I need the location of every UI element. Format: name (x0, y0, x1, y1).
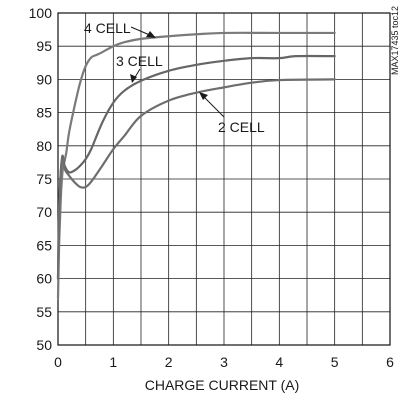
x-tick-label: 4 (275, 354, 283, 370)
annotation-2-cell: 2 CELL (199, 92, 265, 135)
y-tick-label: 75 (36, 171, 52, 187)
annotation-3-cell: 3 CELL (116, 53, 163, 83)
y-tick-label: 65 (36, 237, 52, 253)
y-tick-label: 85 (36, 105, 52, 121)
y-tick-label: 60 (36, 271, 52, 287)
x-tick-label: 1 (109, 354, 117, 370)
label-2-cell: 2 CELL (218, 119, 265, 135)
tick-labels: 0 1 2 3 4 5 6 50 55 60 65 70 75 80 85 90 95 100 (29, 5, 394, 370)
x-tick-label: 3 (220, 354, 228, 370)
x-tick-label: 2 (165, 354, 173, 370)
label-3-cell: 3 CELL (116, 53, 163, 69)
arrow-2-cell (202, 95, 225, 118)
y-tick-label: 95 (36, 38, 52, 54)
arrowhead-2-cell (199, 92, 208, 100)
y-tick-label: 50 (36, 337, 52, 353)
series-line-3-cell (56, 54, 336, 280)
series-lines (56, 31, 336, 300)
series-line-2-cell (56, 78, 336, 280)
series-line-4-cell (56, 31, 336, 300)
annotation-4-cell: 4 CELL (84, 20, 156, 38)
y-tick-label: 70 (36, 204, 52, 220)
y-tick-label: 80 (36, 138, 52, 154)
arrowhead-3-cell (130, 74, 137, 83)
grid (57, 12, 391, 346)
label-4-cell: 4 CELL (84, 20, 131, 36)
y-tick-label: 90 (36, 71, 52, 87)
figure-code: MAX17435 toc12 (390, 6, 400, 75)
x-axis-title: CHARGE CURRENT (A) (145, 377, 300, 393)
y-tick-label: 55 (36, 304, 52, 320)
axes (57, 12, 391, 346)
x-tick-label: 6 (386, 354, 394, 370)
plot-frame (57, 12, 391, 346)
y-tick-label: 100 (29, 5, 53, 21)
arrowhead-4-cell (146, 31, 156, 38)
x-tick-label: 5 (331, 354, 339, 370)
x-tick-label: 0 (54, 354, 62, 370)
